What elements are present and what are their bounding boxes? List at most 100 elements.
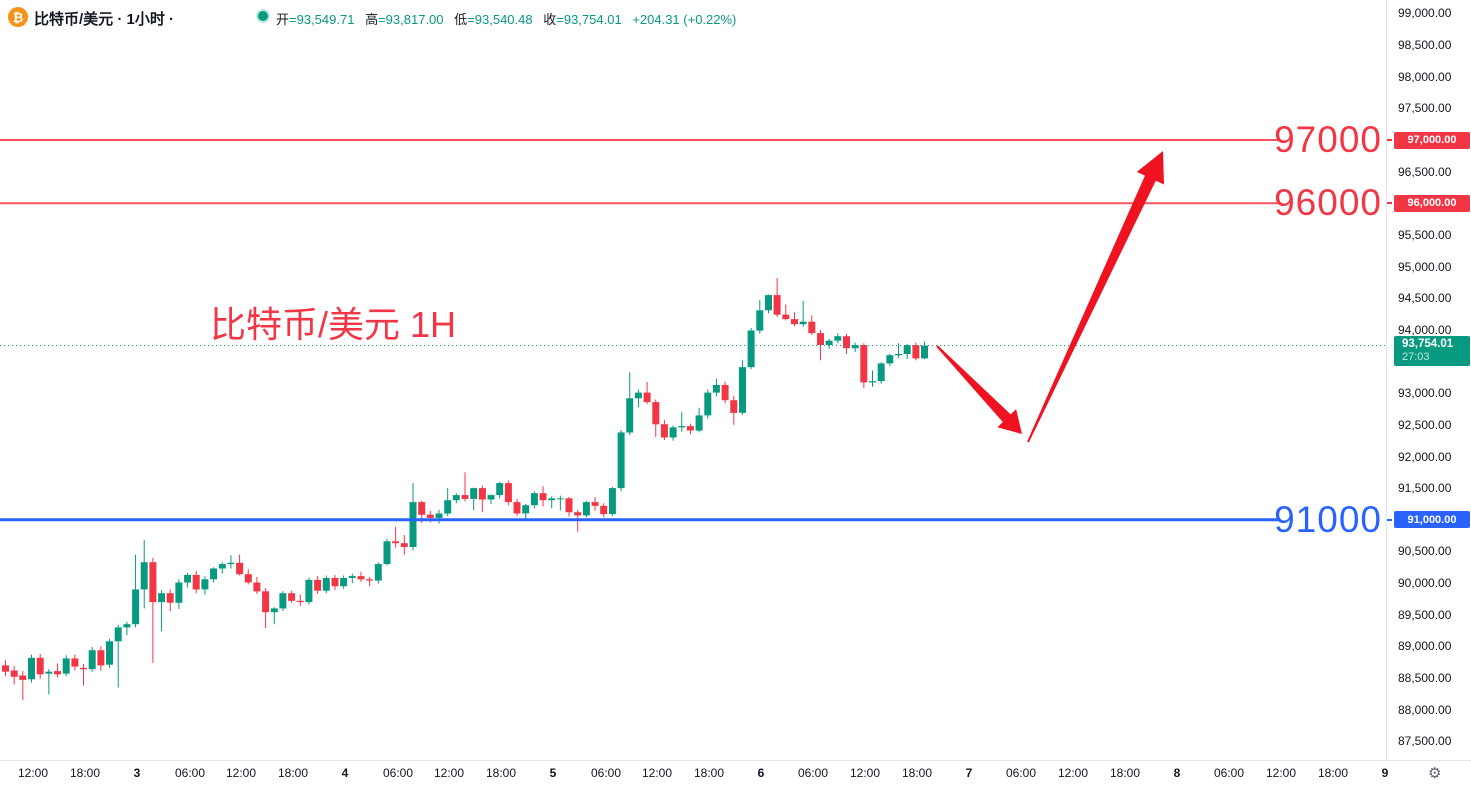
time-axis-label[interactable]: 06:00 — [1213, 766, 1245, 780]
price-axis-label[interactable]: 94,000.00 — [1398, 322, 1452, 337]
time-axis-label[interactable]: 12:00 — [641, 766, 673, 780]
candle-down — [513, 498, 521, 516]
price-axis-label[interactable]: 98,500.00 — [1398, 38, 1452, 53]
up-arrow[interactable] — [1027, 151, 1164, 443]
candle-up — [270, 607, 278, 625]
candle-up — [140, 540, 148, 609]
candle-up — [895, 343, 902, 358]
candle-down — [652, 399, 660, 437]
time-axis-label[interactable]: 18:00 — [693, 766, 725, 780]
price-axis-label[interactable]: 94,500.00 — [1398, 291, 1452, 306]
price-axis-label[interactable]: 89,000.00 — [1398, 639, 1452, 654]
candle-up — [487, 494, 495, 504]
text-annotation-96000[interactable]: 96000 — [1274, 182, 1382, 224]
time-axis-label[interactable]: 12:00 — [433, 766, 465, 780]
close-value: =93,754.01 — [556, 12, 622, 27]
price-label-97000: 97,000.00 — [1394, 131, 1470, 149]
price-axis[interactable]: 93,754.01 27:03 97,000.00 96,000.00 91,000… — [1386, 0, 1471, 760]
candle-up — [88, 647, 96, 672]
candle-up — [747, 328, 755, 370]
candle-down — [773, 278, 781, 318]
price-axis-label[interactable]: 95,500.00 — [1398, 227, 1452, 242]
time-axis-label[interactable]: 7 — [965, 766, 973, 780]
time-axis-label[interactable]: 12:00 — [225, 766, 257, 780]
candle-up — [756, 300, 764, 334]
gear-icon[interactable]: ⚙ — [1428, 765, 1442, 782]
price-axis-label[interactable]: 99,000.00 — [1398, 6, 1452, 21]
price-axis-label[interactable]: 92,000.00 — [1398, 449, 1452, 464]
price-axis-label[interactable]: 97,500.00 — [1398, 101, 1452, 116]
time-axis-label[interactable]: 9 — [1381, 766, 1389, 780]
time-axis[interactable]: ⚙ 12:00 18:00 3 06:00 12:00 18:00 4 06:00 12:00 1… — [0, 760, 1471, 785]
price-label-96000: 96,000.00 — [1394, 194, 1470, 212]
time-axis-label[interactable]: 18:00 — [69, 766, 101, 780]
candle-down — [843, 333, 850, 354]
time-axis-label[interactable]: 3 — [133, 766, 141, 780]
candle-up — [877, 362, 885, 384]
candle-up — [114, 624, 122, 688]
chart-pane[interactable] — [0, 0, 1385, 760]
close-label: 收 — [543, 12, 557, 27]
candle-down — [10, 666, 18, 685]
candle-up — [340, 575, 348, 589]
price-axis-label[interactable]: 88,000.00 — [1398, 702, 1452, 717]
time-axis-label[interactable]: 06:00 — [797, 766, 829, 780]
candle-down — [686, 423, 694, 435]
candle-up — [470, 487, 478, 511]
price-axis-label[interactable]: 98,000.00 — [1398, 69, 1452, 84]
time-axis-label[interactable]: 5 — [549, 766, 557, 780]
time-axis-label[interactable]: 12:00 — [17, 766, 49, 780]
time-axis-label[interactable]: 06:00 — [174, 766, 206, 780]
candle-down — [392, 526, 400, 548]
candle-up — [765, 294, 772, 314]
symbol-title[interactable]: 比特币/美元 · 1小时 · — [34, 11, 175, 28]
time-axis-label[interactable]: 8 — [1173, 766, 1181, 780]
text-annotation-91000[interactable]: 91000 — [1274, 498, 1382, 540]
low-value: =93,540.48 — [467, 12, 533, 27]
price-axis-label[interactable]: 89,500.00 — [1398, 607, 1452, 622]
current-price-badge: 93,754.01 27:03 — [1394, 336, 1470, 366]
candle-up — [851, 342, 859, 353]
price-axis-label[interactable]: 91,500.00 — [1398, 481, 1452, 496]
axis-tick-dash — [1387, 518, 1392, 521]
time-axis-label[interactable]: 18:00 — [485, 766, 517, 780]
down-arrow[interactable] — [936, 345, 1022, 434]
candle-up — [218, 562, 226, 574]
time-axis-label[interactable]: 18:00 — [277, 766, 309, 780]
price-axis-label[interactable]: 90,500.00 — [1398, 544, 1452, 559]
candle-up — [496, 481, 504, 499]
candle-up — [548, 496, 556, 509]
time-axis-label[interactable]: 06:00 — [1005, 766, 1037, 780]
time-axis-label[interactable]: 12:00 — [1265, 766, 1297, 780]
price-axis-label[interactable]: 87,500.00 — [1398, 734, 1452, 749]
time-axis-label[interactable]: 12:00 — [849, 766, 881, 780]
text-annotation-symbol[interactable]: 比特币/美元 1H — [210, 304, 457, 345]
time-axis-label[interactable]: 06:00 — [590, 766, 622, 780]
price-axis-label[interactable]: 90,000.00 — [1398, 576, 1452, 591]
price-axis-label[interactable]: 93,000.00 — [1398, 386, 1452, 401]
candle-down — [782, 304, 790, 321]
time-axis-label[interactable]: 12:00 — [1057, 766, 1089, 780]
time-axis-label[interactable]: 4 — [341, 766, 349, 780]
time-axis-label[interactable]: 06:00 — [382, 766, 414, 780]
time-axis-label[interactable]: 18:00 — [1109, 766, 1141, 780]
candle-up — [921, 341, 928, 359]
price-axis-label[interactable]: 95,000.00 — [1398, 259, 1452, 274]
chart-legend: ₿ 比特币/美元 · 1小时 · 开=93,549.71 高=93,817.00… — [0, 0, 900, 32]
price-axis-label[interactable]: 92,500.00 — [1398, 417, 1452, 432]
open-label: 开 — [276, 12, 290, 27]
price-axis-label[interactable]: 96,500.00 — [1398, 164, 1452, 179]
candle-up — [435, 509, 443, 524]
price-axis-label[interactable]: 88,500.00 — [1398, 671, 1452, 686]
candle-down — [539, 486, 547, 507]
candle-down — [244, 569, 252, 585]
candle-up — [132, 554, 140, 628]
text-annotation-97000[interactable]: 97000 — [1274, 119, 1382, 160]
candle-down — [791, 312, 798, 327]
time-axis-label[interactable]: 6 — [757, 766, 765, 780]
candle-up — [522, 504, 530, 519]
candle-down — [721, 381, 729, 404]
time-axis-label[interactable]: 18:00 — [1317, 766, 1349, 780]
time-axis-label[interactable]: 18:00 — [901, 766, 933, 780]
change-value: +204.31 (+0.22%) — [632, 12, 737, 27]
